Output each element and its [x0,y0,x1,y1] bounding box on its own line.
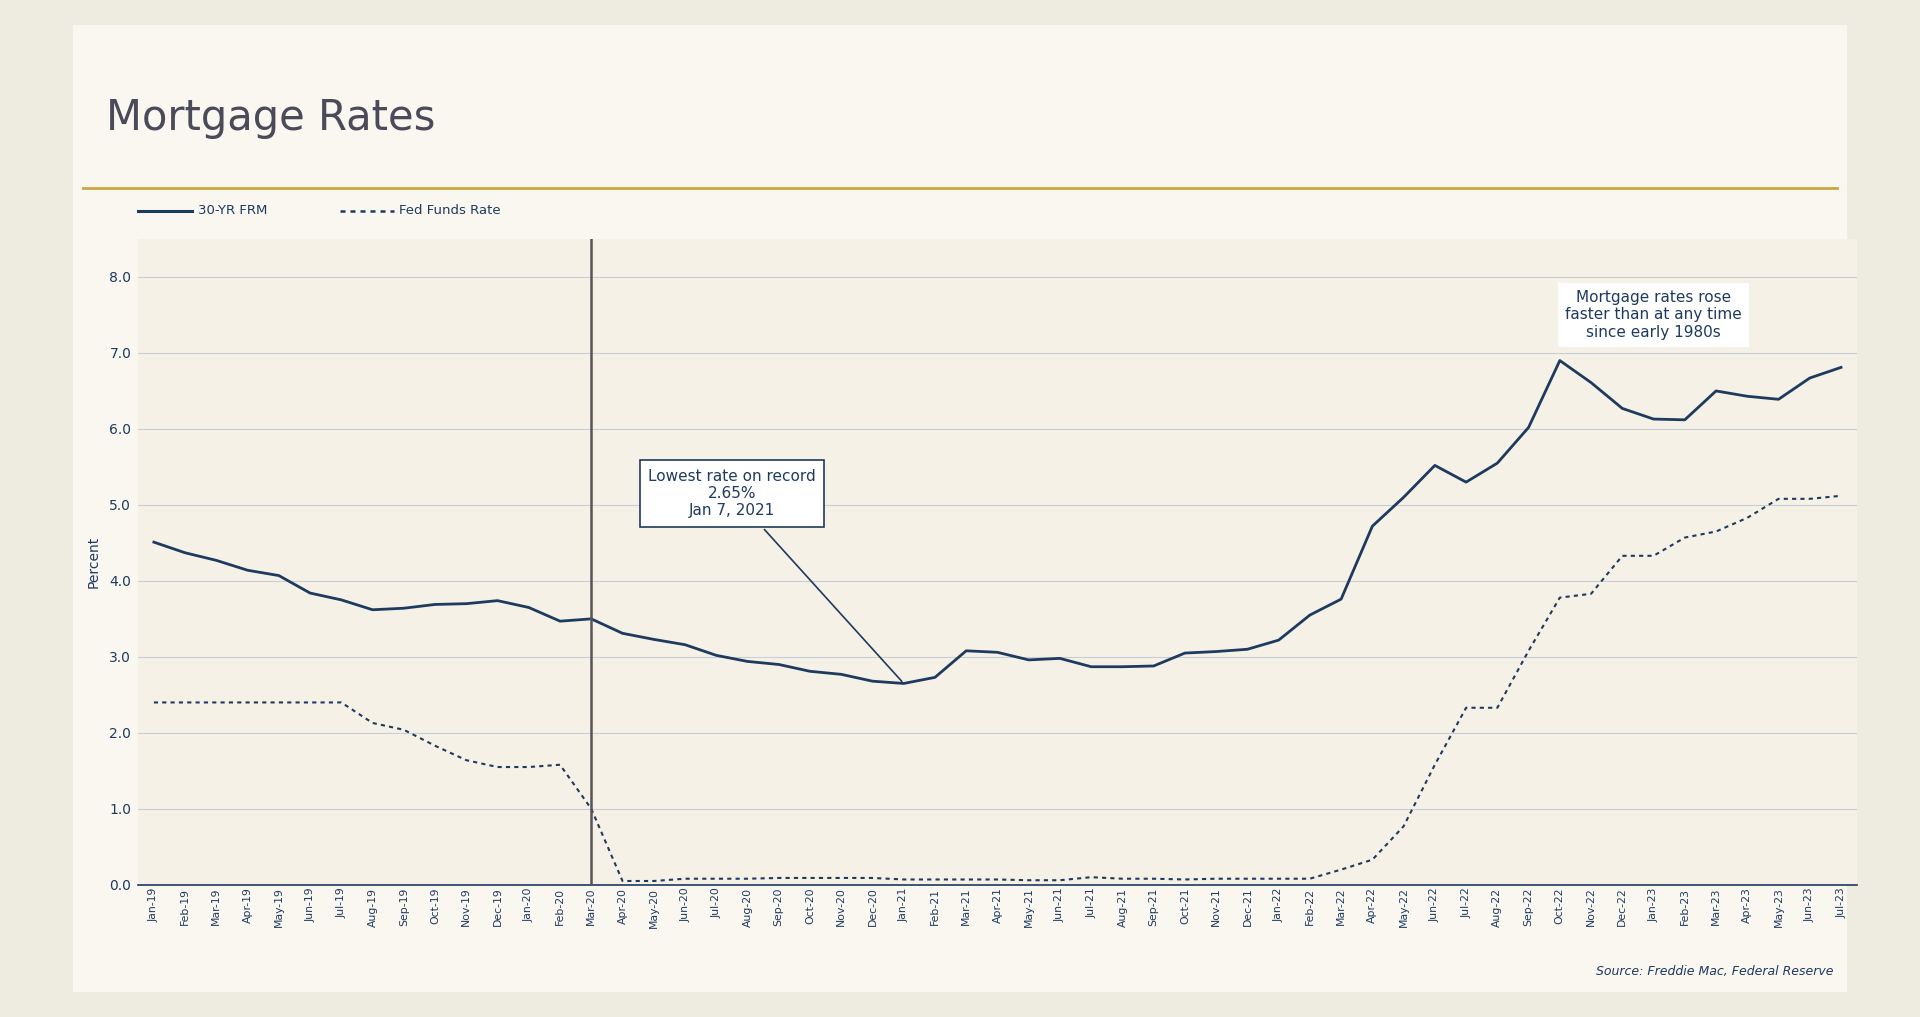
Text: Mortgage Rates: Mortgage Rates [106,97,436,138]
Text: Lowest rate on record
2.65%
Jan 7, 2021: Lowest rate on record 2.65% Jan 7, 2021 [647,469,902,681]
Text: Mortgage rates rose
faster than at any time
since early 1980s: Mortgage rates rose faster than at any t… [1565,290,1741,340]
Text: Fed Funds Rate: Fed Funds Rate [399,204,501,217]
Y-axis label: Percent: Percent [86,536,102,588]
Text: Source: Freddie Mac, Federal Reserve: Source: Freddie Mac, Federal Reserve [1596,965,1834,978]
Text: 30-YR FRM: 30-YR FRM [198,204,267,217]
